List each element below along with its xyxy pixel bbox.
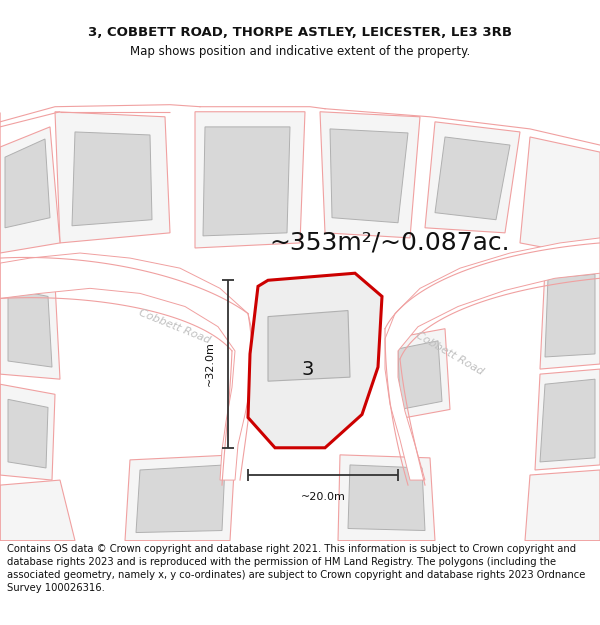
- Polygon shape: [125, 455, 235, 541]
- Polygon shape: [535, 369, 600, 470]
- Polygon shape: [55, 112, 170, 243]
- Polygon shape: [338, 455, 435, 541]
- Polygon shape: [203, 127, 290, 236]
- Polygon shape: [540, 263, 600, 369]
- Text: Contains OS data © Crown copyright and database right 2021. This information is : Contains OS data © Crown copyright and d…: [7, 544, 586, 593]
- Polygon shape: [540, 379, 595, 462]
- Polygon shape: [136, 465, 225, 532]
- Polygon shape: [425, 122, 520, 233]
- Polygon shape: [0, 273, 60, 379]
- Polygon shape: [390, 329, 450, 419]
- Text: ~353m²/~0.087ac.: ~353m²/~0.087ac.: [269, 231, 511, 255]
- Polygon shape: [520, 137, 600, 258]
- Polygon shape: [268, 311, 350, 381]
- Text: Cobbett Road: Cobbett Road: [138, 308, 212, 346]
- Polygon shape: [248, 273, 382, 448]
- Polygon shape: [8, 288, 52, 367]
- Text: ~32.0m: ~32.0m: [205, 342, 215, 386]
- Polygon shape: [320, 112, 420, 238]
- Text: Map shows position and indicative extent of the property.: Map shows position and indicative extent…: [130, 45, 470, 58]
- Polygon shape: [0, 127, 60, 253]
- Text: Cobbett Road: Cobbett Road: [415, 331, 485, 378]
- Polygon shape: [385, 238, 600, 480]
- Polygon shape: [330, 129, 408, 222]
- Polygon shape: [0, 384, 55, 480]
- Polygon shape: [398, 341, 442, 409]
- Polygon shape: [195, 112, 305, 248]
- Polygon shape: [0, 480, 75, 541]
- Polygon shape: [348, 465, 425, 531]
- Polygon shape: [435, 137, 510, 220]
- Polygon shape: [525, 470, 600, 541]
- Polygon shape: [8, 399, 48, 468]
- Polygon shape: [5, 139, 50, 228]
- Text: ~20.0m: ~20.0m: [301, 492, 346, 502]
- Polygon shape: [545, 274, 595, 357]
- Text: 3: 3: [302, 359, 314, 379]
- Polygon shape: [0, 253, 255, 480]
- Polygon shape: [72, 132, 152, 226]
- Text: 3, COBBETT ROAD, THORPE ASTLEY, LEICESTER, LE3 3RB: 3, COBBETT ROAD, THORPE ASTLEY, LEICESTE…: [88, 26, 512, 39]
